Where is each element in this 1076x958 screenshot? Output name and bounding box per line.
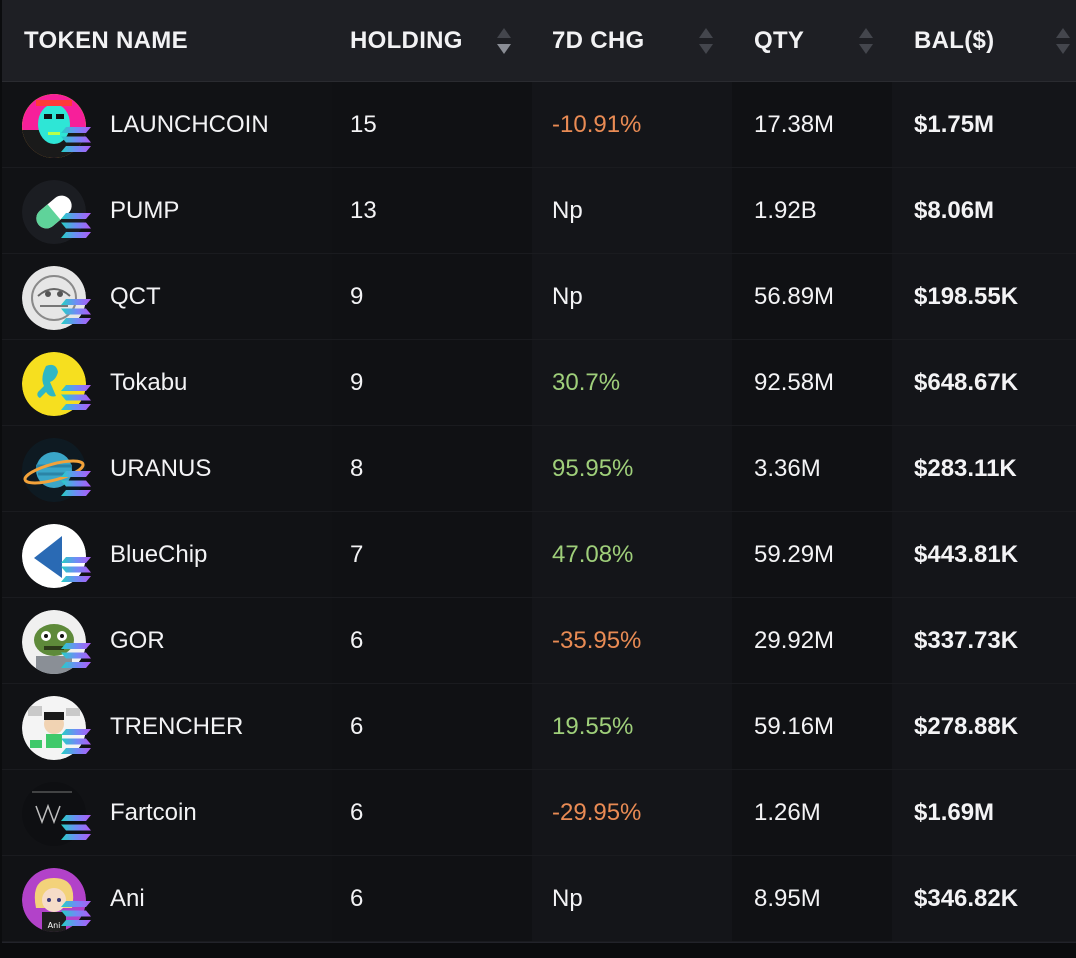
table-row[interactable]: QCT 9 Np 56.89M $198.55K [2,254,1076,340]
table-row[interactable]: TRENCHER 6 19.55% 59.16M $278.88K [2,684,1076,770]
balance-value: $198.55K [914,283,1019,310]
token-name: GOR [110,627,165,654]
solana-chain-icon [61,643,91,668]
seven-day-change: -29.95% [552,799,642,826]
table-row[interactable]: PUMP 13 Np 1.92B $8.06M [2,168,1076,254]
holding-value: 8 [350,455,364,482]
seven-day-change: Np [552,283,583,310]
solana-chain-icon [61,127,91,152]
balance-value: $346.82K [914,885,1019,912]
token-name: PUMP [110,197,180,224]
header-holding[interactable]: HOLDING [350,0,463,82]
qty-value: 1.92B [754,197,817,224]
qty-value: 17.38M [754,111,835,138]
qty-value: 1.26M [754,799,821,826]
table-row[interactable]: GOR 6 -35.95% 29.92M $337.73K [2,598,1076,684]
header-label: TOKEN NAME [24,27,188,54]
column-band-bal [892,82,1076,942]
holding-value: 9 [350,369,364,396]
launchcoin-face-icon [22,94,86,158]
balance-value: $8.06M [914,197,995,224]
table-row[interactable]: Ani Ani 6 Np 8.95M $346.82K [2,856,1076,942]
token-name: QCT [110,283,161,310]
holding-value: 6 [350,799,364,826]
column-band-chg [532,82,732,942]
sort-holding-icon[interactable] [497,26,511,60]
table-header: TOKEN NAME HOLDING 7D CHG QTY BAL($) [2,0,1076,82]
solana-chain-icon [61,299,91,324]
table-row[interactable]: Fartcoin 6 -29.95% 1.26M $1.69M [2,770,1076,856]
header-bal[interactable]: BAL($) [914,0,994,82]
seven-day-change: -35.95% [552,627,642,654]
balance-value: $337.73K [914,627,1019,654]
sort-bal-icon[interactable] [1056,26,1070,60]
seven-day-change: Np [552,197,583,224]
holding-value: 6 [350,885,364,912]
token-name: BlueChip [110,541,208,568]
balance-value: $1.69M [914,799,995,826]
seven-day-change: 30.7% [552,369,621,396]
solana-chain-icon [61,385,91,410]
header-qty[interactable]: QTY [754,0,804,82]
header-label: 7D CHG [552,27,645,54]
header-label: HOLDING [350,27,463,54]
seven-day-change: -10.91% [552,111,642,138]
balance-value: $648.67K [914,369,1019,396]
header-label: BAL($) [914,27,995,54]
sort-qty-icon[interactable] [859,26,873,60]
balance-value: $1.75M [914,111,995,138]
seven-day-change: 95.95% [552,455,634,482]
qty-value: 29.92M [754,627,835,654]
token-name: Ani [110,885,145,912]
svg-text:Ani: Ani [48,921,61,930]
solana-chain-icon [61,901,91,926]
token-name: Fartcoin [110,799,197,826]
qty-value: 59.16M [754,713,835,740]
holding-value: 15 [350,111,377,138]
seven-day-change: 19.55% [552,713,634,740]
balance-value: $283.11K [914,455,1017,482]
table-row[interactable]: URANUS 8 95.95% 3.36M $283.11K [2,426,1076,512]
solana-chain-icon [61,557,91,582]
token-name: TRENCHER [110,713,244,740]
holding-value: 7 [350,541,364,568]
qty-value: 56.89M [754,283,835,310]
solana-chain-icon [61,729,91,754]
token-name: URANUS [110,455,212,482]
seven-day-change: 47.08% [552,541,634,568]
qty-value: 59.29M [754,541,835,568]
table-row[interactable]: Tokabu 9 30.7% 92.58M $648.67K [2,340,1076,426]
balance-value: $443.81K [914,541,1019,568]
table-row[interactable]: LAUNCHCOIN 15 -10.91% 17.38M $1.75M [2,82,1076,168]
column-band-qty [732,82,892,942]
solana-chain-icon [61,471,91,496]
table-footer-divider [2,942,1076,958]
holding-value: 13 [350,197,377,224]
balance-value: $278.88K [914,713,1019,740]
table-row[interactable]: BlueChip 7 47.08% 59.29M $443.81K [2,512,1076,598]
header-label: QTY [754,27,805,54]
sort-7d-chg-icon[interactable] [699,26,713,60]
solana-chain-icon [61,213,91,238]
holding-value: 9 [350,283,364,310]
holding-value: 6 [350,713,364,740]
holding-value: 6 [350,627,364,654]
qty-value: 92.58M [754,369,835,396]
qty-value: 3.36M [754,455,821,482]
header-7d-chg[interactable]: 7D CHG [552,0,644,82]
column-band-holding [332,82,532,942]
solana-chain-icon [61,815,91,840]
token-name: LAUNCHCOIN [110,111,269,138]
header-token-name: TOKEN NAME [24,0,188,82]
qty-value: 8.95M [754,885,821,912]
seven-day-change: Np [552,885,583,912]
token-name: Tokabu [110,369,188,396]
